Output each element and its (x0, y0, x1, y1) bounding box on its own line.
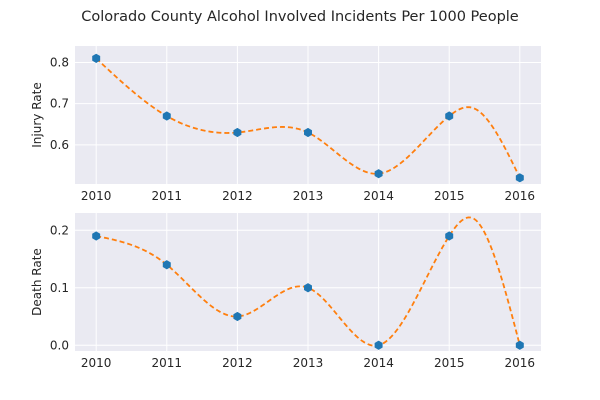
data-point (515, 340, 524, 350)
x-tick-label: 2016 (505, 189, 536, 203)
data-point (92, 53, 101, 63)
data-point (162, 111, 171, 121)
chart-title: Colorado County Alcohol Involved Inciden… (81, 9, 519, 25)
panel-2: 2010 2011 2012 2013 2014 2015 2016 0.0 0.1 0.2 Dea… (30, 213, 541, 370)
x-tick-label: 2011 (152, 356, 183, 370)
x-tick-label: 2010 (81, 356, 112, 370)
y-tick-label: 0.7 (50, 97, 69, 111)
x-tick-label: 2011 (152, 189, 183, 203)
y-tick-label: 0.6 (50, 138, 69, 152)
data-point (445, 111, 454, 121)
data-point (92, 231, 101, 241)
data-point (162, 260, 171, 270)
data-point (515, 173, 524, 183)
y-tick-label: 0.0 (50, 338, 69, 352)
data-point (304, 127, 312, 138)
y-axis-label: Injury Rate (30, 82, 44, 147)
x-tick-label: 2015 (434, 189, 465, 203)
panel-1: 2010 2011 2012 2013 2014 2015 2016 0.6 0.7 0.8 Inj… (30, 46, 541, 203)
data-point (233, 127, 242, 138)
y-tick-label: 0.2 (50, 223, 69, 237)
x-tick-label: 2015 (434, 356, 465, 370)
data-point (304, 283, 312, 293)
x-tick-label: 2013 (293, 356, 324, 370)
x-tick-label: 2013 (293, 189, 324, 203)
x-tick-label: 2016 (505, 356, 536, 370)
x-tick-label: 2010 (81, 189, 112, 203)
y-axis-label: Death Rate (30, 248, 44, 316)
x-tick-label: 2012 (222, 356, 253, 370)
y-tick-label: 0.1 (50, 281, 69, 295)
x-tick-label: 2012 (222, 189, 253, 203)
data-point (374, 340, 383, 350)
x-tick-label: 2014 (363, 189, 394, 203)
data-point (233, 311, 242, 322)
x-tick-label: 2014 (363, 356, 394, 370)
data-point (445, 231, 454, 241)
data-point (374, 169, 383, 179)
y-tick-label: 0.8 (50, 55, 69, 69)
